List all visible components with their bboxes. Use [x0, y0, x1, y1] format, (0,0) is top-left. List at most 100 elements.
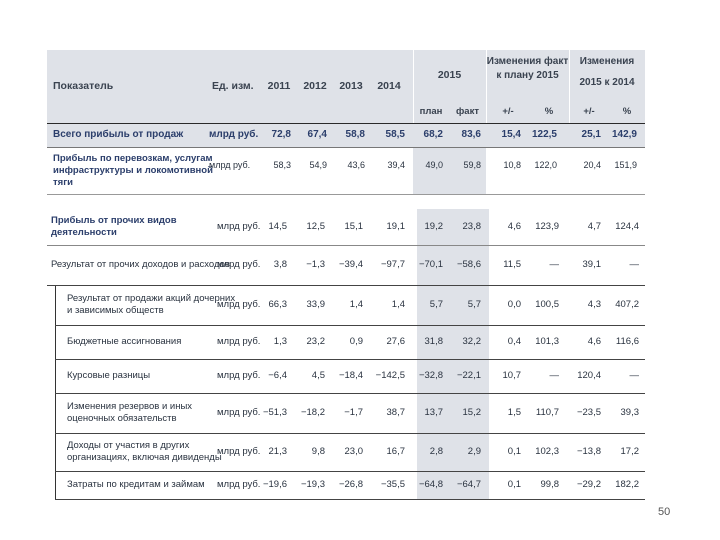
- cell-2014: 1,4: [391, 299, 405, 310]
- divider: [47, 123, 645, 124]
- header-change-plan-line2: к плану 2015: [496, 70, 559, 81]
- cell-2011: 1,3: [273, 336, 287, 347]
- row-unit: млрд руб.: [217, 336, 261, 347]
- total-row-shade: [47, 123, 645, 147]
- cell-pct-2014: 151,9: [614, 160, 637, 170]
- divider: [55, 471, 645, 472]
- cell-diff-2014: −23,5: [576, 407, 601, 418]
- cell-diff-plan: 0,4: [507, 336, 521, 347]
- cell-2013: −18,4: [338, 370, 363, 381]
- cell-diff-plan: 10,7: [502, 370, 522, 381]
- cell-2012: −18,2: [300, 407, 325, 418]
- row-label: Результат от продажи акций дочерних: [67, 293, 236, 304]
- cell-2014: −35,5: [380, 479, 405, 490]
- cell-diff-2014: 20,4: [583, 160, 601, 170]
- cell-plan: −64,8: [418, 479, 443, 490]
- cell-fact: 59,8: [463, 160, 481, 170]
- cell-2012: 12,5: [306, 221, 326, 232]
- divider: [569, 50, 570, 123]
- cell-2014: 38,7: [386, 407, 406, 418]
- row-label: Доходы от участия в других: [67, 440, 190, 451]
- cell-pct-2014: —: [629, 259, 640, 270]
- cell-2013: 0,9: [349, 336, 363, 347]
- cell-2014: 58,5: [385, 129, 405, 140]
- row-unit: млрд руб.: [217, 299, 261, 310]
- row-unit: млрд руб.: [209, 129, 259, 140]
- cell-diff-2014: 39,1: [582, 259, 602, 270]
- cell-2013: −39,4: [338, 259, 363, 270]
- cell-2014: −97,7: [380, 259, 405, 270]
- row-unit: млрд руб.: [209, 160, 251, 170]
- header-change-2014-line2: 2015 к 2014: [579, 77, 635, 88]
- row-unit: млрд руб.: [217, 370, 261, 381]
- cell-diff-plan: 0,1: [507, 479, 521, 490]
- cell-pct-plan: 100,5: [535, 299, 559, 310]
- cell-diff-plan: 15,4: [501, 129, 521, 140]
- cell-pct-plan: 123,9: [535, 221, 559, 232]
- cell-fact: 2,9: [467, 446, 481, 457]
- cell-fact: −64,7: [456, 479, 481, 490]
- row-label: Всего прибыль от продаж: [53, 129, 184, 140]
- cell-2013: −1,7: [344, 407, 363, 418]
- row-label: оценочных обязательств: [67, 413, 177, 424]
- cell-2013: 1,4: [349, 299, 363, 310]
- row-label: Изменения резервов и иных: [67, 401, 193, 412]
- cell-fact: 32,2: [462, 336, 482, 347]
- row-label: деятельности: [51, 227, 117, 238]
- row-label: Бюджетные ассигнования: [67, 336, 182, 347]
- cell-2013: 15,1: [344, 221, 364, 232]
- row-label: организациях, включая дивиденды: [67, 452, 222, 463]
- row-label: Затраты по кредитам и займам: [67, 479, 205, 490]
- header-unit: Ед. изм.: [212, 80, 254, 92]
- row-unit: млрд руб.: [217, 221, 261, 232]
- cell-2012: 23,2: [306, 336, 326, 347]
- cell-2011: −19,6: [262, 479, 287, 490]
- divider: [47, 245, 645, 246]
- header-pct-2: %: [622, 106, 632, 117]
- cell-2014: −142,5: [375, 370, 405, 381]
- cell-plan: 13,7: [424, 407, 444, 418]
- cell-pct-plan: 99,8: [540, 479, 560, 490]
- row-unit: млрд руб.: [217, 259, 261, 270]
- header-pct-1: %: [544, 106, 554, 117]
- bottom-table: Прибыль от прочих видов деятельности млрд …: [47, 209, 645, 500]
- row-label: тяги: [53, 177, 73, 188]
- divider: [55, 393, 645, 394]
- divider: [47, 285, 645, 286]
- header-plusminus-1: +/-: [502, 106, 514, 117]
- cell-diff-plan: 0,1: [507, 446, 521, 457]
- header-shade: [47, 50, 645, 123]
- cell-plan: 49,0: [425, 160, 443, 170]
- cell-2011: 3,8: [273, 259, 287, 270]
- row-label: Курсовые разницы: [67, 370, 151, 381]
- row-unit: млрд руб.: [217, 479, 261, 490]
- cell-2014: 16,7: [386, 446, 406, 457]
- cell-plan: 31,8: [424, 336, 444, 347]
- cell-2013: 58,8: [345, 129, 365, 140]
- divider: [486, 50, 487, 123]
- cell-diff-plan: 4,6: [507, 221, 521, 232]
- cell-pct-2014: 116,6: [615, 336, 639, 347]
- cell-2011: 21,3: [268, 446, 288, 457]
- cell-2011: 58,3: [273, 160, 291, 170]
- header-change-2014-line1: Изменения: [579, 56, 635, 67]
- cell-2012: −19,3: [300, 479, 325, 490]
- cell-diff-2014: −29,2: [576, 479, 601, 490]
- cell-pct-plan: —: [549, 370, 560, 381]
- divider: [55, 433, 645, 434]
- cell-diff-plan: 11,5: [503, 259, 521, 270]
- cell-fact: 23,8: [462, 221, 482, 232]
- cell-diff-plan: 0,0: [507, 299, 521, 310]
- cell-2014: 27,6: [386, 336, 406, 347]
- row-label: Прибыль по перевозкам, услугам: [53, 153, 213, 164]
- header-2013: 2013: [339, 80, 363, 92]
- cell-2012: 67,4: [307, 129, 327, 140]
- cell-2011: −6,4: [268, 370, 287, 381]
- header-indicator: Показатель: [53, 80, 114, 92]
- header-fact: факт: [455, 106, 479, 117]
- cell-plan: 68,2: [423, 129, 443, 140]
- cell-diff-plan: 1,5: [507, 407, 521, 418]
- cell-pct-2014: 142,9: [611, 129, 637, 140]
- row-unit: млрд руб.: [217, 446, 261, 457]
- header-change-plan-line1: Изменения факт: [486, 56, 569, 67]
